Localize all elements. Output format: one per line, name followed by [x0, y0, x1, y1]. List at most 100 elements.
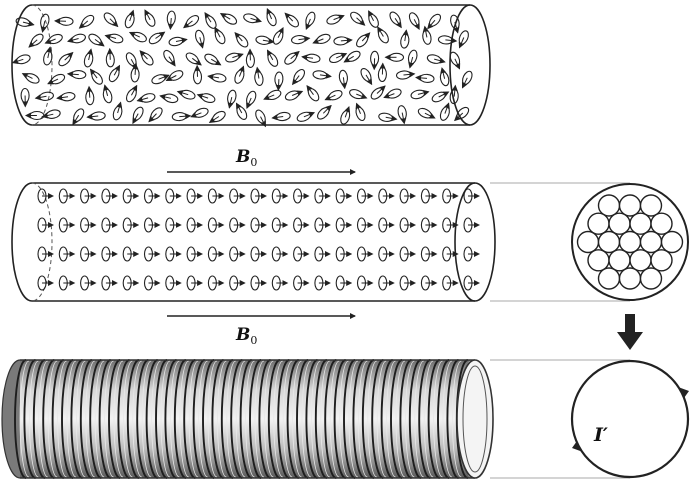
random-dipole [132, 106, 144, 125]
random-dipole [130, 62, 140, 83]
cross-section-loop [587, 249, 610, 272]
aligned-dipole [271, 275, 289, 291]
current-label: I′ [593, 424, 608, 446]
random-dipole [58, 51, 74, 67]
aligned-dipole [378, 188, 395, 204]
random-dipole [284, 90, 304, 101]
coil-winding-highlight [94, 360, 105, 478]
random-dipole [312, 70, 332, 80]
random-dipole [255, 109, 266, 128]
cross-section-loops [576, 194, 684, 290]
random-dipole [408, 12, 420, 30]
random-dipole [458, 30, 469, 49]
random-dipole [40, 13, 50, 33]
random-dipole [190, 107, 209, 118]
coil-winding-highlight [301, 360, 312, 478]
coil-winding-highlight [151, 360, 161, 478]
coil-winding-highlight [104, 360, 114, 478]
aligned-dipole [207, 188, 225, 204]
aligned-dipole [37, 188, 54, 204]
coil-winding-highlight [132, 360, 142, 478]
aligned-dipole [165, 246, 182, 262]
random-dipole [192, 64, 203, 85]
aligned-dipole [378, 275, 395, 291]
coil-winding-highlight [452, 360, 462, 478]
random-dipole [102, 84, 113, 104]
coil-winding [136, 359, 149, 479]
coil-winding-highlight [226, 360, 236, 478]
coil-winding-highlight [414, 360, 424, 478]
coil-winding-highlight [292, 360, 302, 478]
random-dipole [125, 52, 138, 70]
random-dipole [370, 50, 380, 71]
aligned-dipole [250, 275, 267, 291]
cylinder-outline [11, 182, 475, 302]
b0-label-bottom: B0 [235, 325, 257, 347]
aligned-dipole [293, 275, 310, 291]
random-dipole [104, 33, 124, 44]
random-dipole [410, 89, 430, 100]
random-dipole [148, 31, 166, 45]
aligned-dipole [271, 246, 289, 262]
cylinder-hidden-edge [31, 182, 53, 302]
aligned-dipole [58, 275, 76, 291]
coil-winding [296, 359, 309, 479]
random-dipole [329, 52, 348, 64]
random-dipole [395, 70, 416, 80]
coil-winding [51, 359, 64, 479]
random-dipole [41, 109, 61, 119]
coil-winding-highlight [160, 360, 171, 478]
aligned-dipole [250, 217, 267, 233]
aligned-dipole [250, 246, 267, 262]
coil-winding-highlight [141, 360, 152, 478]
coil-winding-highlight [47, 360, 58, 478]
coil-winding [155, 359, 168, 479]
coil-winding [79, 359, 93, 479]
random-dipoles [11, 7, 473, 128]
coil-end-cap [456, 359, 494, 479]
random-dipole [426, 54, 446, 64]
aligned-dipole [143, 246, 161, 262]
coil-winding [324, 359, 337, 479]
coil-winding [258, 359, 271, 479]
random-dipole [171, 112, 192, 122]
cylinder-end-cap [454, 182, 496, 302]
down-arrow [617, 314, 643, 350]
field-b0-top: B0 [167, 147, 356, 175]
random-dipole [254, 66, 264, 86]
aligned-orientation-cylinder [11, 182, 496, 302]
aligned-dipole [186, 188, 204, 204]
coil-winding-highlight [38, 360, 48, 478]
aligned-dipole [314, 246, 331, 262]
random-dipole [72, 108, 85, 126]
aligned-dipole [356, 188, 374, 204]
coil-winding [173, 359, 187, 479]
random-dipole [204, 53, 222, 66]
aligned-dipole [293, 246, 310, 262]
coil-winding [286, 359, 299, 479]
coil-winding-highlight [386, 360, 396, 478]
aligned-dipole [229, 217, 246, 233]
aligned-dipole [399, 217, 417, 233]
coil-winding [14, 359, 27, 479]
aligned-dipole [399, 246, 417, 262]
coil-winding-highlight [329, 360, 340, 478]
coil-winding [117, 359, 130, 479]
aligned-dipole [463, 217, 480, 233]
random-dipole [368, 10, 379, 28]
cross-section-loop [608, 249, 631, 272]
random-dipole [383, 88, 402, 99]
aligned-dipole [335, 275, 353, 291]
aligned-dipole [335, 188, 353, 204]
random-dipole [56, 92, 76, 102]
random-dipole [128, 31, 147, 43]
aligned-dipole [420, 246, 438, 262]
coil-winding [164, 359, 177, 479]
random-dipole [377, 62, 387, 83]
coil-winding [249, 359, 262, 479]
coil-winding [343, 359, 356, 479]
random-dipole [338, 69, 349, 90]
random-dipole [291, 68, 306, 86]
aligned-dipole [442, 188, 459, 204]
coil-winding [446, 359, 459, 479]
